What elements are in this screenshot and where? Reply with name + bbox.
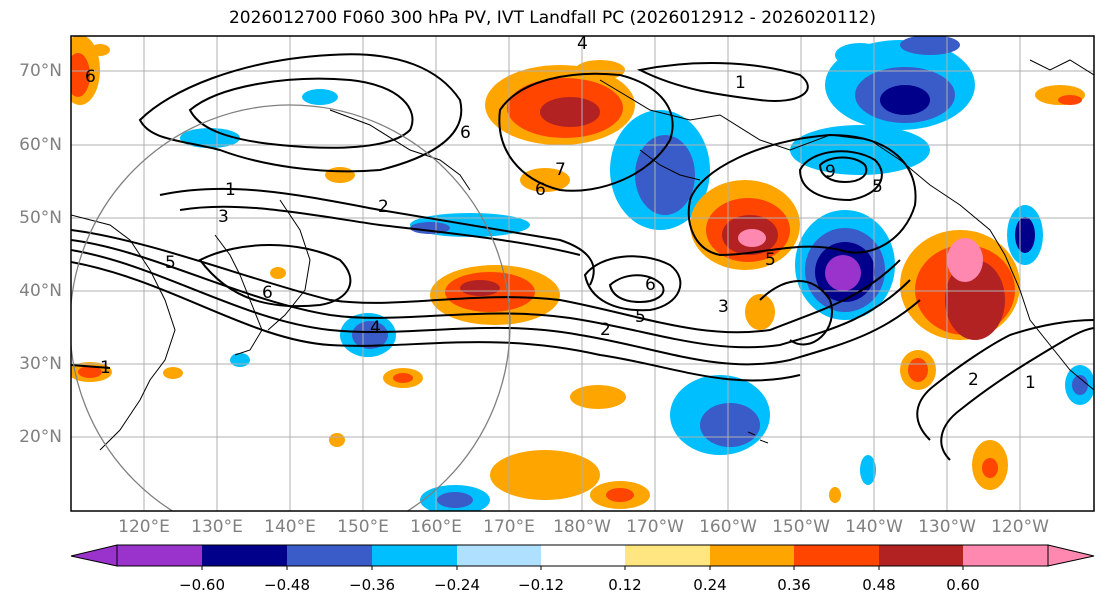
lon-label: 120°E xyxy=(118,517,170,537)
contour-label: 1 xyxy=(225,180,236,200)
colorbar-tick-label: −0.24 xyxy=(434,576,480,594)
lon-label: 150°W xyxy=(772,517,830,537)
lat-label: 30°N xyxy=(19,354,62,374)
contour-label: 4 xyxy=(577,34,588,54)
range-circle xyxy=(71,104,511,511)
colorbar-tick-label: −0.36 xyxy=(349,576,395,594)
contour-label: 5 xyxy=(165,253,176,273)
lon-label: 120°W xyxy=(991,517,1049,537)
lon-label: 170°W xyxy=(626,517,684,537)
colorbar-segment xyxy=(710,545,794,566)
contour-label: 2 xyxy=(378,197,389,217)
contour-label: 6 xyxy=(645,275,656,295)
colorbar-segment xyxy=(287,545,372,566)
lon-label: 170°E xyxy=(483,517,535,537)
colorbar-segment xyxy=(794,545,879,566)
contour-label: 6 xyxy=(535,180,546,200)
lon-label: 130°W xyxy=(918,517,976,537)
colorbar-tick-label: −0.60 xyxy=(179,576,225,594)
colorbar-segment xyxy=(117,545,202,566)
contour-label: 6 xyxy=(262,283,273,303)
colorbar-tick-label: 0.24 xyxy=(693,576,727,594)
pv-shading xyxy=(71,36,1094,511)
coastlines xyxy=(71,59,1094,451)
lon-label: 160°W xyxy=(699,517,757,537)
lon-label: 130°E xyxy=(191,517,243,537)
colorbar-tick-label: 0.36 xyxy=(777,576,811,594)
lat-label: 50°N xyxy=(19,208,62,228)
colorbar-tick-label: 0.48 xyxy=(862,576,896,594)
contour-label: 2 xyxy=(600,320,611,340)
contour-label: 3 xyxy=(718,297,729,317)
lon-label: 140°W xyxy=(845,517,903,537)
contour-label: 5 xyxy=(765,250,776,270)
colorbar-segment xyxy=(457,545,541,566)
contour-label: 7 xyxy=(555,160,566,180)
contour-label: 9 xyxy=(825,162,836,182)
colorbar-segment xyxy=(202,545,287,566)
contour-label: 1 xyxy=(1025,373,1036,393)
contour-label: 3 xyxy=(218,207,229,227)
colorbar-tick-label: 0.12 xyxy=(608,576,642,594)
colorbar-tick-label: −0.48 xyxy=(264,576,310,594)
contour-label: 1 xyxy=(735,73,746,93)
colorbar-tick-label: −0.12 xyxy=(518,576,564,594)
map-title: 2026012700 F060 300 hPa PV, IVT Landfall… xyxy=(228,8,876,28)
contour-label: 2 xyxy=(968,370,979,390)
contour-label: 6 xyxy=(85,67,96,87)
colorbar-segment xyxy=(625,545,710,566)
colorbar-segment xyxy=(372,545,457,566)
colorbar-segment xyxy=(879,545,963,566)
lat-label: 40°N xyxy=(19,281,62,301)
map-frame xyxy=(70,35,1095,512)
contour-label: 5 xyxy=(635,307,646,327)
contour-label: 6 xyxy=(460,123,471,143)
lat-label: 20°N xyxy=(19,427,62,447)
lon-label: 140°E xyxy=(264,517,316,537)
lon-label: 180°W xyxy=(553,517,611,537)
lat-label: 60°N xyxy=(19,135,62,155)
pv-contours xyxy=(71,53,1094,461)
colorbar xyxy=(70,544,1095,570)
lat-label: 70°N xyxy=(19,61,62,81)
lon-label: 160°E xyxy=(410,517,462,537)
contour-label: 5 xyxy=(872,177,883,197)
colorbar-extend-high xyxy=(1047,544,1095,567)
contour-label: 1 xyxy=(100,358,111,378)
colorbar-segment xyxy=(963,545,1048,566)
colorbar-extend-low xyxy=(70,544,118,567)
lon-label: 150°E xyxy=(337,517,389,537)
colorbar-tick-label: 0.60 xyxy=(946,576,980,594)
contour-label: 4 xyxy=(370,318,381,338)
colorbar-segment xyxy=(541,545,625,566)
